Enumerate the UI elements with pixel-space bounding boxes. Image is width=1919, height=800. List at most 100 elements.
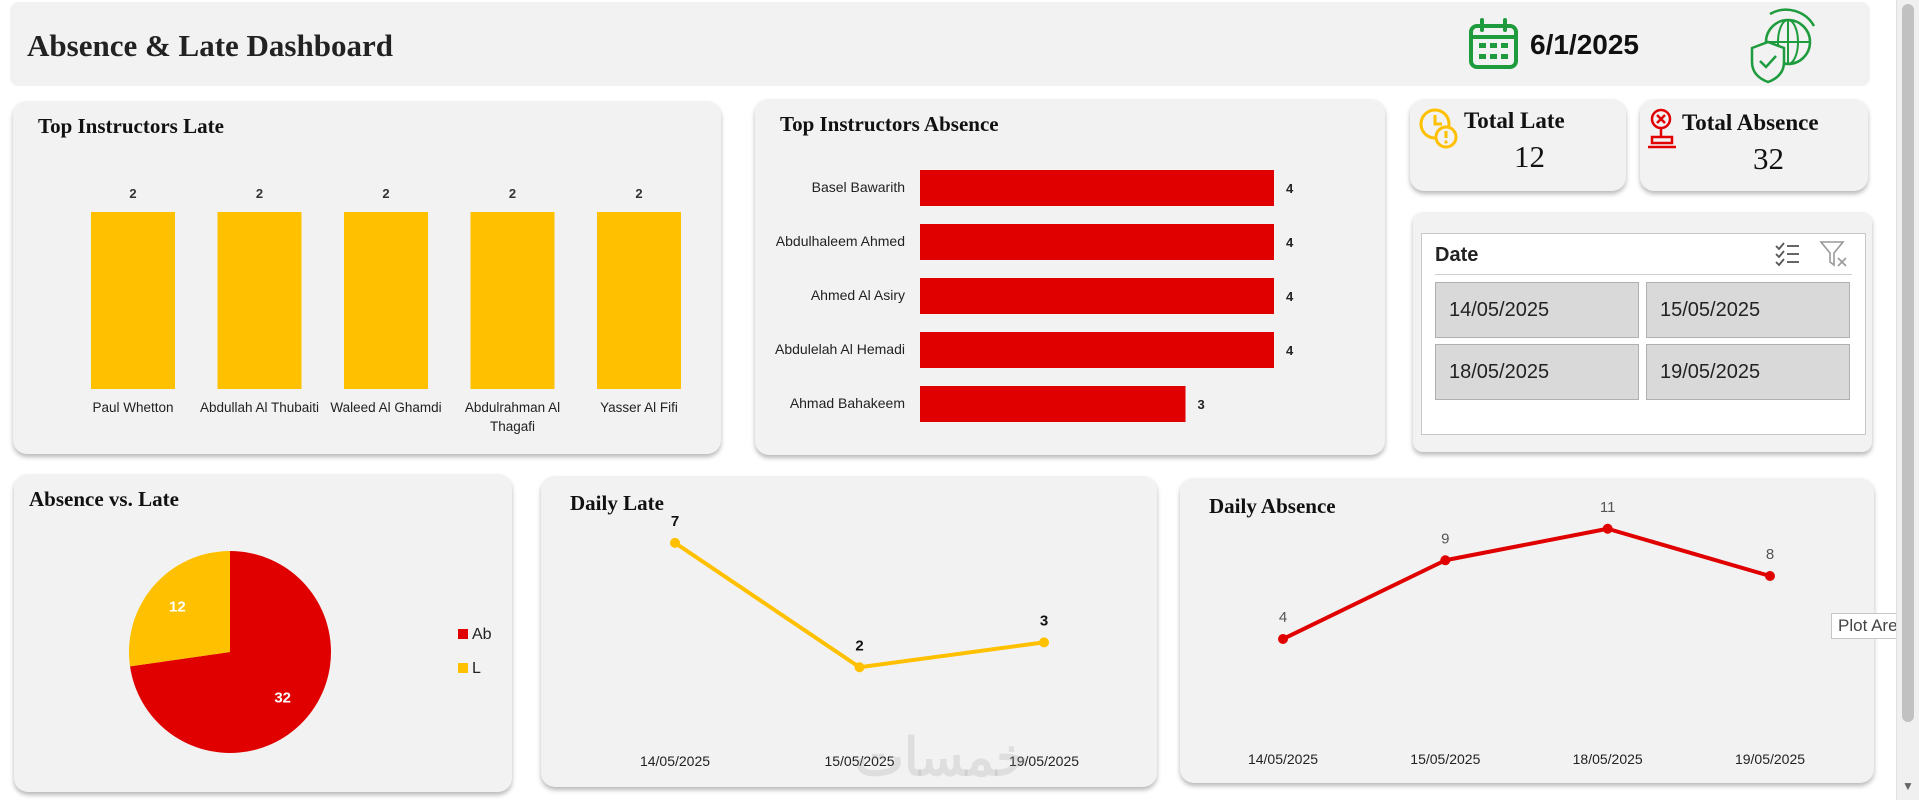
absence-bar-chart[interactable]: 4 Basel Bawarith 4 Abdulhaleem Ahmed 4 Ahmed … <box>755 99 1385 455</box>
total-absence-label: Total Absence <box>1682 110 1819 135</box>
absence-bar-value-label: 3 <box>1198 397 1205 412</box>
late-bar-value-label: 2 <box>129 186 136 201</box>
late-bar <box>344 212 428 389</box>
daily-absence-x-tick-label: 19/05/2025 <box>1735 751 1805 767</box>
slicer-item-3[interactable]: 18/05/2025 <box>1435 344 1639 400</box>
daily-late-data-label: 2 <box>855 637 863 654</box>
late-bar-value-label: 2 <box>382 186 389 201</box>
daily-late-card: Daily Late 7 14/05/2025 2 15/05/2025 3 19/05/… <box>541 476 1157 787</box>
total-absence-kpi: Total Absence 32 <box>1640 99 1868 191</box>
absence-vs-late-card: Absence vs. Late 32 12 Ab L <box>14 474 512 792</box>
daily-absence-x-tick-label: 18/05/2025 <box>1573 751 1643 767</box>
watermark: خمسات <box>855 729 1029 787</box>
date-slicer: Date 14/05/2025 15/05/2025 18/05/2025 19… <box>1421 233 1866 435</box>
daily-absence-series-line <box>1282 526 1771 641</box>
daily-absence-point <box>1440 555 1451 566</box>
daily-absence-point <box>1765 571 1775 581</box>
late-category-label: Yasser Al Fifi <box>600 400 678 415</box>
late-category-label: Paul Whetton <box>92 400 173 415</box>
legend-swatch-yellow <box>458 663 468 673</box>
daily-late-x-tick-label: 19/05/2025 <box>1009 753 1079 769</box>
late-category-label-line: Abdullah Al Thubaiti <box>200 400 319 415</box>
pie-slice-value-label: 12 <box>169 598 186 615</box>
late-bar-value-label: 2 <box>509 186 516 201</box>
absence-bar <box>920 170 1274 206</box>
daily-absence-line-chart[interactable]: 4 14/05/2025 9 15/05/2025 11 18/05/2025 8 19/05… <box>1180 478 1874 783</box>
pie-slice-value-label: 32 <box>274 690 291 707</box>
daily-late-title: Daily Late <box>570 491 664 515</box>
late-category-label-line: Abdulrahman Al <box>465 400 560 415</box>
absence-category-label: Ahmed Al Asiry <box>811 287 905 303</box>
daily-late-data-label: 3 <box>1040 612 1048 629</box>
absence-bar <box>920 278 1274 314</box>
daily-absence-data-label: 9 <box>1441 530 1449 547</box>
clock-warning-icon <box>1419 108 1458 149</box>
daily-late-point <box>1039 637 1049 648</box>
late-category-label: Waleed Al Ghamdi <box>330 400 441 415</box>
total-late-kpi: Total Late 12 <box>1410 99 1626 191</box>
slicer-title: Date <box>1435 244 1479 266</box>
late-bar <box>91 212 175 389</box>
pie-slice-ab <box>130 551 331 753</box>
daily-late-point <box>670 537 680 548</box>
absence-bar-chart-title: Top Instructors Absence <box>780 112 999 136</box>
daily-absence-data-label: 4 <box>1279 609 1287 626</box>
absence-bar-value-label: 4 <box>1286 235 1294 250</box>
daily-late-x-tick-label: 15/05/2025 <box>824 753 894 769</box>
daily-absence-point <box>1278 634 1288 644</box>
daily-absence-data-label: 11 <box>1600 499 1616 516</box>
clear-filter-icon[interactable] <box>1819 239 1849 269</box>
daily-late-line-chart[interactable]: 7 14/05/2025 2 15/05/2025 3 19/05/2025 <box>541 476 1157 787</box>
absence-bar-value-label: 4 <box>1286 289 1294 304</box>
daily-late-data-label: 7 <box>671 513 679 530</box>
absence-category-label: Abdulhaleem Ahmed <box>776 233 905 249</box>
dashboard-header: Absence & Late Dashboard 6/1/2025 <box>10 2 1870 86</box>
late-category-label: Abdullah Al Thubaiti <box>200 400 319 415</box>
late-bar <box>470 212 555 389</box>
daily-absence-point <box>1602 523 1613 534</box>
pie-chart-title: Absence vs. Late <box>29 487 179 511</box>
pie-slice-l <box>129 551 230 667</box>
daily-late-x-tick-label: 14/05/2025 <box>640 753 710 769</box>
slicer-divider <box>1435 274 1852 275</box>
late-bar <box>217 212 302 389</box>
absence-person-icon <box>1648 108 1676 149</box>
slicer-item-1[interactable]: 14/05/2025 <box>1435 282 1639 338</box>
late-bar-value-label: 2 <box>635 186 642 201</box>
calendar-icon <box>1469 18 1518 69</box>
daily-absence-title: Daily Absence <box>1209 494 1336 518</box>
late-bar-chart[interactable]: 2 Paul Whetton 2 Abdullah Al Thubaiti 2 Walee… <box>13 101 721 454</box>
absence-bar <box>920 332 1274 368</box>
scrollbar-thumb[interactable] <box>1902 4 1914 722</box>
vertical-scrollbar[interactable]: ▼ <box>1896 0 1919 800</box>
multi-select-icon[interactable] <box>1773 239 1801 267</box>
top-instructors-absence-card: Top Instructors Absence 4 Basel Bawarith 4… <box>755 99 1385 455</box>
legend-swatch-red <box>458 629 468 639</box>
globe-shield-icon <box>1750 8 1816 84</box>
legend-item-late: L <box>458 660 481 678</box>
daily-late-point <box>854 662 865 673</box>
slicer-item-4[interactable]: 19/05/2025 <box>1646 344 1850 400</box>
late-category-label-line: Yasser Al Fifi <box>600 400 678 415</box>
daily-absence-card: Daily Absence 4 14/05/2025 9 15/05/2025 11 18… <box>1180 478 1874 783</box>
late-bar <box>597 212 681 389</box>
absence-late-pie-chart[interactable]: 32 12 <box>14 474 512 792</box>
absence-category-label: Abdulelah Al Hemadi <box>775 341 905 357</box>
total-late-value: 12 <box>1514 139 1545 174</box>
legend-item-absence: Ab <box>458 626 492 644</box>
absence-bar-value-label: 4 <box>1286 343 1294 358</box>
scroll-down-arrow-icon[interactable]: ▼ <box>1902 779 1914 793</box>
daily-absence-x-tick-label: 15/05/2025 <box>1410 751 1480 767</box>
total-late-label: Total Late <box>1464 108 1565 133</box>
late-category-label-line: Waleed Al Ghamdi <box>330 400 441 415</box>
total-absence-value: 32 <box>1753 141 1784 176</box>
absence-bar <box>920 224 1274 260</box>
slicer-item-2[interactable]: 15/05/2025 <box>1646 282 1850 338</box>
late-bar-value-label: 2 <box>256 186 263 201</box>
current-date: 6/1/2025 <box>1530 29 1639 60</box>
absence-bar-value-label: 4 <box>1286 181 1294 196</box>
absence-bar <box>920 386 1186 422</box>
late-bar-chart-title: Top Instructors Late <box>38 114 224 138</box>
late-category-label-line: Thagafi <box>490 419 535 434</box>
late-category-label: Abdulrahman Al Thagafi <box>465 400 560 434</box>
